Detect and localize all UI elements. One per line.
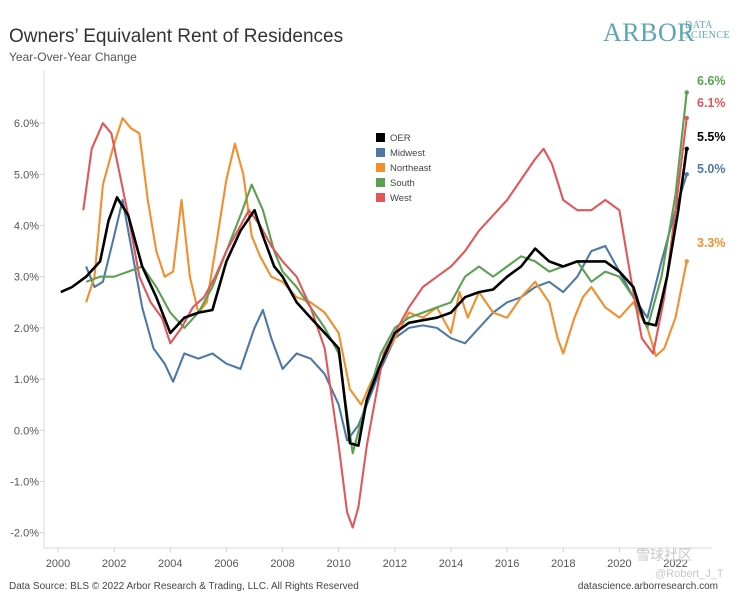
x-tick-label: 2002 <box>102 558 126 570</box>
legend-swatch-midwest <box>376 148 385 157</box>
end-label-west: 6.1% <box>697 96 726 110</box>
series-line-west <box>82 117 688 529</box>
legend-swatch-south <box>376 178 385 187</box>
series-line-south <box>85 92 688 455</box>
legend-label-oer: OER <box>390 133 411 144</box>
x-tick-label: 2006 <box>214 558 238 570</box>
x-tick-label: 2000 <box>46 558 70 570</box>
series-line-oer <box>60 148 688 447</box>
y-tick-label: -1.0% <box>10 476 39 488</box>
site-url: datascience.arborresearch.com <box>577 581 718 592</box>
x-tick-label: 2022 <box>663 558 687 570</box>
legend-swatch-northeast <box>376 163 385 172</box>
y-tick-label: 2.0% <box>14 323 39 335</box>
series-end-point-oer <box>684 146 689 151</box>
arbor-logo: ARBOR DATA SCIENCE <box>603 18 730 48</box>
y-tick-label: 4.0% <box>14 221 39 233</box>
logo-main-text: ARBOR <box>603 18 696 47</box>
x-tick-label: 2008 <box>270 558 294 570</box>
x-tick-label: 2010 <box>326 558 350 570</box>
y-tick-label: 0.0% <box>14 425 39 437</box>
x-tick-label: 2014 <box>439 558 463 570</box>
data-source-note: Data Source: BLS © 2022 Arbor Research &… <box>9 581 359 592</box>
logo-sub-text: DATA SCIENCE <box>685 21 730 41</box>
end-label-midwest: 5.0% <box>697 162 726 176</box>
legend-swatch-west <box>376 193 385 202</box>
x-tick-label: 2018 <box>551 558 575 570</box>
series-end-point-northeast <box>684 259 689 264</box>
x-tick-label: 2020 <box>607 558 631 570</box>
series-line-midwest <box>85 174 688 442</box>
legend-swatch-oer <box>376 133 385 142</box>
y-tick-label: 1.0% <box>14 374 39 386</box>
series-end-point-midwest <box>684 172 689 177</box>
end-label-northeast: 3.3% <box>697 236 726 250</box>
x-tick-label: 2016 <box>495 558 519 570</box>
x-tick-label: 2004 <box>158 558 182 570</box>
x-tick-label: 2012 <box>383 558 407 570</box>
watermark-text: 雪球社区 <box>636 547 692 563</box>
end-label-oer: 5.5% <box>697 130 726 144</box>
watermark-handle: @Robert_J_T <box>655 568 724 580</box>
y-tick-label: 6.0% <box>14 118 39 130</box>
chart-title: Owners’ Equivalent Rent of Residences <box>9 26 344 47</box>
legend-label-west: West <box>390 193 412 204</box>
legend-label-south: South <box>390 178 415 189</box>
chart-subtitle: Year-Over-Year Change <box>9 50 137 64</box>
legend-label-northeast: Northeast <box>390 163 432 174</box>
series-end-point-south <box>684 90 689 95</box>
series-line-northeast <box>85 117 688 406</box>
legend-label-midwest: Midwest <box>390 148 425 159</box>
y-tick-label: -2.0% <box>10 528 39 540</box>
y-tick-label: 5.0% <box>14 169 39 181</box>
logo-sub-line2: SCIENCE <box>685 30 731 41</box>
y-tick-label: 3.0% <box>14 272 39 284</box>
series-end-point-west <box>684 115 689 121</box>
logo-sub-line1: DATA <box>685 20 713 31</box>
end-label-south: 6.6% <box>697 74 726 88</box>
